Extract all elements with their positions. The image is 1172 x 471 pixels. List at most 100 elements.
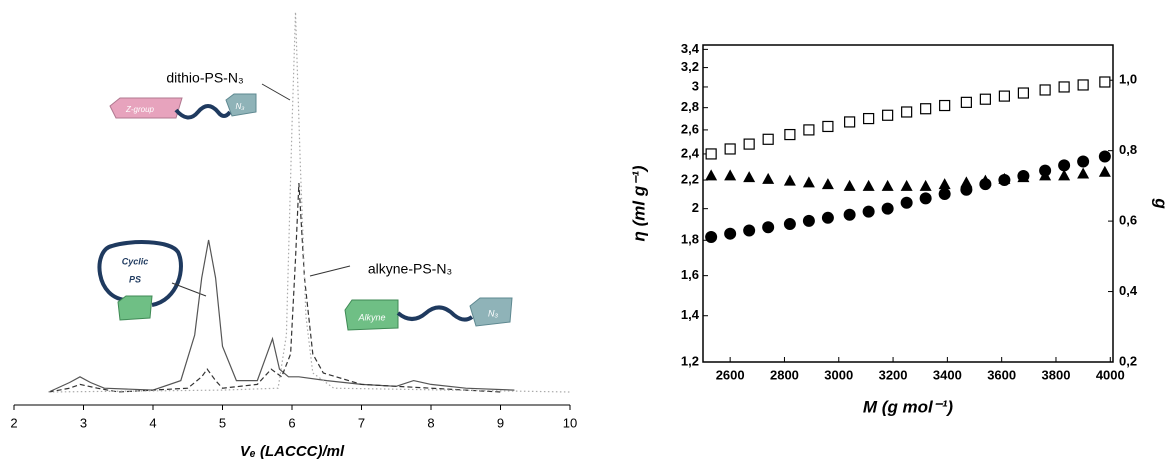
circle-marker xyxy=(743,224,756,237)
dithio-cartoon: Z-group N₃ xyxy=(109,93,257,120)
square-marker xyxy=(724,143,736,155)
y-tick-label: 2,4 xyxy=(681,145,700,160)
annotation: N₃ xyxy=(488,308,498,318)
square-marker xyxy=(882,109,894,121)
y-tick-label: 1,6 xyxy=(681,267,699,282)
circle-marker xyxy=(724,227,737,240)
triangle-marker xyxy=(919,179,932,191)
annotation: N₃ xyxy=(236,102,245,111)
triangle-marker xyxy=(900,179,913,191)
x-tick-label: 5 xyxy=(219,415,226,430)
triangle-marker xyxy=(938,178,951,190)
annotation: Alkyne xyxy=(357,312,385,322)
y-tick-label: 3,4 xyxy=(681,41,700,56)
circle-marker xyxy=(821,211,834,224)
square-marker xyxy=(939,99,951,112)
y2-tick-label: 0,6 xyxy=(1119,213,1137,228)
y-tick-label: 2,6 xyxy=(681,121,699,136)
circle-marker xyxy=(1077,155,1090,168)
y-axis-label: η (ml g⁻¹) xyxy=(629,165,648,241)
y2-tick-label: 1,0 xyxy=(1119,72,1137,87)
annotation: PS xyxy=(129,274,141,284)
square-marker xyxy=(1039,84,1051,96)
x-tick-label: 2 xyxy=(10,415,17,430)
annotation: Cyclic xyxy=(122,256,149,266)
y-tick-label: 1,4 xyxy=(681,307,700,322)
square-marker xyxy=(863,112,875,125)
arrow xyxy=(261,83,291,101)
circle-marker xyxy=(1058,159,1071,172)
annotation: dithio-PS-N₃ xyxy=(166,70,243,86)
x-tick-label: 7 xyxy=(358,415,365,430)
x-tick-label: 3800 xyxy=(1042,367,1071,382)
y2-axis-label: g xyxy=(1152,197,1171,209)
circle-marker xyxy=(960,183,973,196)
circle-marker xyxy=(919,192,932,205)
circle-marker xyxy=(762,221,775,234)
triangle-marker xyxy=(783,174,796,186)
x-tick-label: 6 xyxy=(288,415,295,430)
circle-marker xyxy=(881,202,894,215)
y2-tick-label: 0,2 xyxy=(1119,353,1137,368)
circle-marker xyxy=(1017,169,1030,182)
x-tick-label: 3 xyxy=(80,415,87,430)
circle-marker xyxy=(705,230,718,243)
x-axis-label: Vₑ (LACCC)/ml xyxy=(240,443,345,460)
triangle-marker xyxy=(724,169,737,181)
square-marker xyxy=(1017,87,1029,99)
square-marker xyxy=(1058,81,1070,93)
triangle-marker xyxy=(1058,169,1071,181)
x-tick-label: 2600 xyxy=(716,367,745,382)
triangle-marker xyxy=(862,179,875,191)
triangle-marker xyxy=(881,179,894,191)
triangle-marker xyxy=(843,179,856,191)
triangle-marker xyxy=(1098,165,1111,177)
triangle-marker xyxy=(743,171,756,183)
circle-marker xyxy=(979,178,992,191)
y-tick-label: 3 xyxy=(692,78,699,93)
square-marker xyxy=(762,133,774,145)
trace xyxy=(48,11,571,393)
y-tick-label: 3,2 xyxy=(681,59,699,74)
annotation: Z-group xyxy=(125,105,155,114)
x-tick-label: 3200 xyxy=(879,367,908,382)
y2-tick-label: 0,4 xyxy=(1119,283,1138,298)
circle-marker xyxy=(802,214,815,227)
circle-marker xyxy=(783,218,796,231)
circle-marker xyxy=(938,188,951,201)
triangle-marker xyxy=(1077,167,1090,179)
square-marker xyxy=(960,96,972,108)
square-marker xyxy=(784,128,796,141)
square-marker xyxy=(743,138,755,150)
x-tick-label: 3400 xyxy=(933,367,962,382)
triangle-marker xyxy=(802,176,815,188)
x-tick-label: 3000 xyxy=(824,367,853,382)
y-tick-label: 2,8 xyxy=(681,99,699,114)
x-tick-label: 8 xyxy=(427,415,434,430)
arrow xyxy=(309,265,351,277)
square-marker xyxy=(920,103,932,115)
x-tick-label: 3600 xyxy=(987,367,1016,382)
square-marker xyxy=(705,148,717,160)
y-tick-label: 1,2 xyxy=(681,353,699,368)
triangle-marker xyxy=(705,169,718,181)
trace xyxy=(48,239,515,393)
circle-marker xyxy=(862,205,875,218)
trace xyxy=(48,182,501,393)
x-axis-label: M (g mol⁻¹) xyxy=(863,397,954,416)
square-marker xyxy=(822,120,834,133)
triangle-marker xyxy=(762,172,775,184)
square-marker xyxy=(979,93,991,105)
cyclic-cartoon: Cyclic PS xyxy=(97,240,183,321)
circle-marker xyxy=(900,196,913,209)
x-tick-label: 4 xyxy=(149,415,156,430)
circle-marker xyxy=(1039,164,1052,177)
triangle-marker xyxy=(821,178,834,190)
alkyne-cartoon: Alkyne N₃ xyxy=(344,297,513,331)
y-tick-label: 2 xyxy=(692,200,699,215)
square-marker xyxy=(901,106,913,118)
y-tick-label: 1,8 xyxy=(681,232,699,247)
square-marker xyxy=(803,124,815,136)
x-tick-label: 2800 xyxy=(770,367,799,382)
